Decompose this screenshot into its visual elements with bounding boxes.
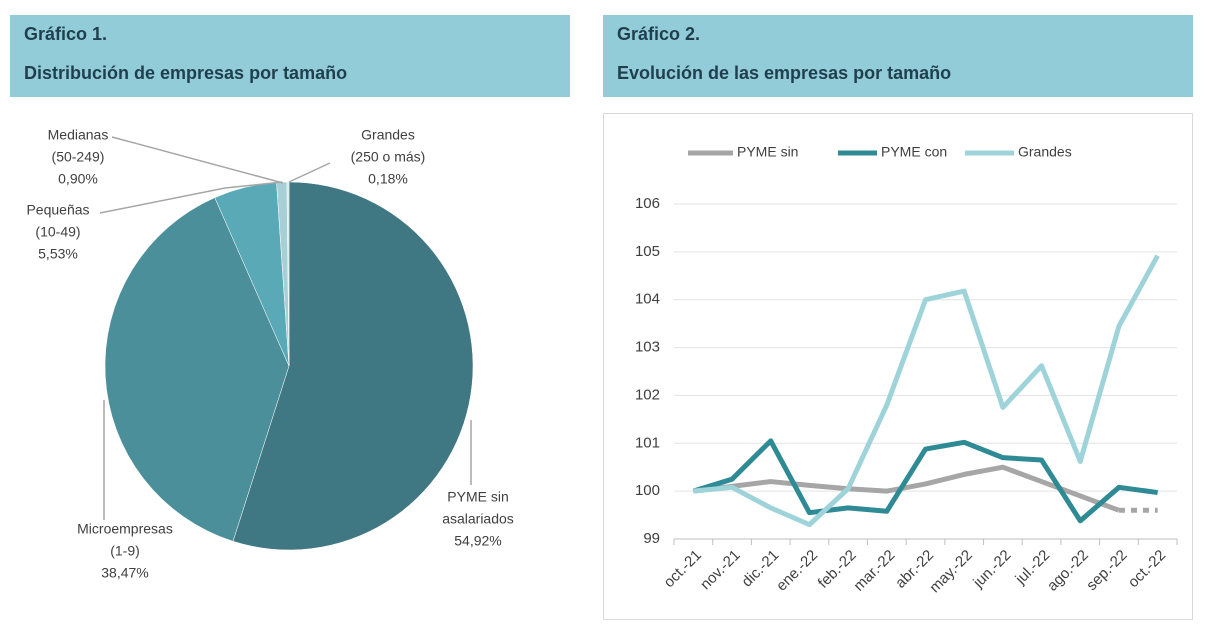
leader-line [111, 136, 284, 184]
x-tick-label: mar.-22 [850, 547, 898, 595]
pie-value-label: 0,90% [58, 171, 98, 187]
y-tick-label: 103 [635, 339, 660, 356]
pie-value-label: 5,53% [38, 246, 78, 262]
y-tick-label: 102 [635, 386, 660, 403]
y-tick-label: 100 [635, 482, 660, 499]
y-tick-label: 99 [643, 530, 660, 547]
x-tick-label: ene.-22 [773, 547, 821, 595]
leader-line [288, 162, 331, 183]
leader-line [99, 181, 283, 214]
y-tick-label: 101 [635, 434, 660, 451]
x-tick-label: ago.-22 [1044, 547, 1092, 595]
pie-label: Medianas [48, 127, 109, 143]
legend-label: PYME con [881, 144, 947, 160]
line-series [692, 438, 1158, 524]
chart-title: Distribución de empresas por tamaño [24, 63, 347, 83]
pie-value-label: 0,18% [368, 171, 408, 187]
pie-label: Pequeñas [26, 202, 89, 218]
y-tick-label: 104 [635, 291, 660, 308]
pie-value-label: 54,92% [454, 533, 501, 549]
legend-label: Grandes [1018, 144, 1072, 160]
pie-value-label: 38,47% [101, 565, 148, 581]
pie-label: asalariados [442, 511, 514, 527]
pie-label: (10-49) [35, 224, 80, 240]
chart-title: Evolución de las empresas por tamaño [617, 63, 951, 83]
pie-slice [104, 197, 290, 542]
pie-slice [232, 181, 474, 551]
pie-label: (50-249) [52, 149, 105, 165]
line-series [693, 254, 1160, 528]
legend-label: PYME sin [737, 144, 798, 160]
y-tick-label: 106 [635, 195, 660, 212]
header-box [603, 15, 1193, 97]
pie-label: (250 o más) [351, 149, 426, 165]
chart-border [603, 113, 1193, 620]
header-box [10, 15, 570, 97]
line-series [693, 464, 1120, 513]
pie-label: PYME sin [447, 489, 508, 505]
y-tick-label: 105 [635, 243, 660, 260]
x-tick-label: oct.-22 [1125, 547, 1169, 591]
x-tick-label: nov.-21 [697, 547, 744, 594]
x-tick-label: sep.-22 [1083, 547, 1130, 594]
pie-label: (1-9) [110, 543, 140, 559]
x-tick-label: may.-22 [926, 547, 976, 597]
x-tick-label: oct.-21 [661, 547, 705, 591]
chart-label: Gráfico 1. [24, 24, 107, 44]
pie-label: Grandes [361, 127, 415, 143]
x-tick-label: jun.-22 [969, 547, 1014, 592]
pie-slice [286, 181, 290, 367]
pie-label: Microempresas [77, 521, 173, 537]
chart-label: Gráfico 2. [617, 24, 700, 44]
